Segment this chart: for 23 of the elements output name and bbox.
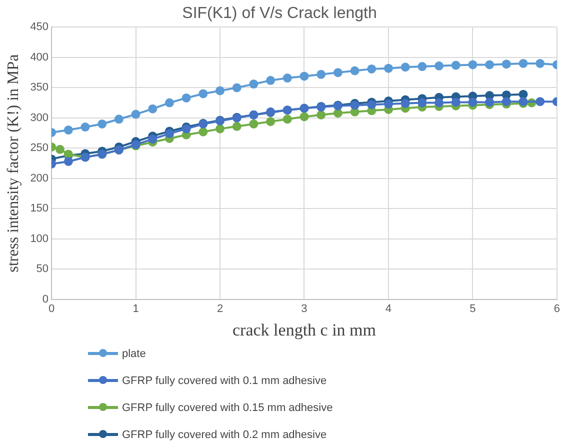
x-tick-label: 1: [132, 303, 139, 316]
y-tick-label: 50: [36, 263, 49, 276]
y-tick-label: 150: [30, 202, 49, 215]
y-tick-label: 250: [30, 142, 49, 154]
x-axis-title: crack length c in mm: [232, 320, 376, 340]
legend-label: GFRP fully covered with 0.1 mm adhesive: [122, 374, 327, 386]
x-tick-label: 6: [554, 303, 560, 316]
x-tick-label: 2: [216, 303, 224, 316]
x-tick-label: 5: [470, 303, 476, 316]
x-tick-label: 4: [385, 303, 392, 316]
y-tick-label: 300: [30, 112, 49, 124]
y-tick-label: 450: [30, 21, 49, 34]
y-tick-label: 400: [30, 51, 49, 64]
legend-label: GFRP fully covered with 0.15 mm adhesive: [122, 402, 333, 414]
legend-label: GFRP fully covered with 0.2 mm adhesive: [122, 428, 327, 440]
y-tick-label: 200: [30, 172, 49, 184]
legend-label: plate: [122, 348, 146, 360]
y-tick-label: 350: [30, 82, 49, 94]
chart-title: SIF(K1) of V/s Crack length: [182, 5, 377, 22]
y-axis-title: stress intensity factor (K!) in MPa: [4, 54, 22, 272]
y-tick-label: 0: [42, 293, 49, 306]
x-tick-label: 3: [301, 303, 308, 316]
y-tick-label: 100: [30, 232, 49, 245]
